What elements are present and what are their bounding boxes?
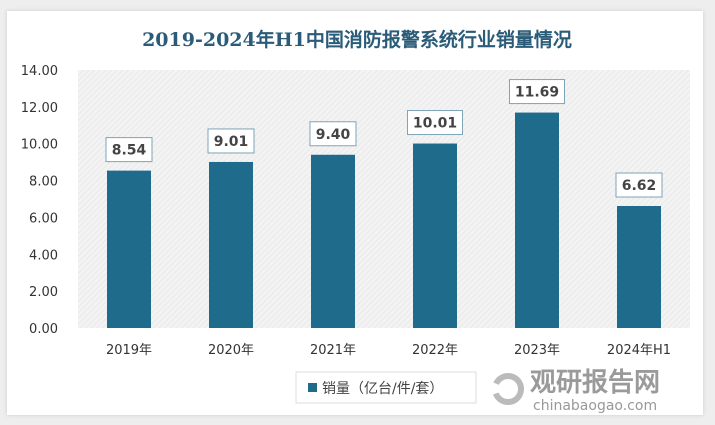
data-label: 6.62 <box>622 178 657 194</box>
y-tick-label: 0.00 <box>29 322 58 337</box>
watermark: 观研报告网 chinabaogao.com <box>492 367 660 414</box>
bar <box>617 206 661 328</box>
y-tick-label: 6.00 <box>29 211 58 226</box>
chart-title: 2019-2024年H1中国消防报警系统行业销量情况 <box>142 28 572 51</box>
watermark-url: chinabaogao.com <box>533 398 657 414</box>
watermark-brand: 观研报告网 <box>530 367 660 398</box>
bar <box>107 170 151 328</box>
data-label-box <box>207 128 255 154</box>
data-label: 10.01 <box>413 116 457 132</box>
data-label-box <box>615 172 663 198</box>
x-tick-label: 2024年H1 <box>607 343 671 358</box>
x-tick-label: 2020年 <box>208 343 254 358</box>
x-tick-label: 2023年 <box>514 343 560 358</box>
legend: 销量（亿台/件/套） <box>295 371 477 404</box>
x-tick-label: 2022年 <box>412 343 458 358</box>
bar <box>413 143 457 328</box>
data-label: 9.01 <box>214 134 249 150</box>
data-label-box <box>309 121 357 147</box>
data-label: 9.40 <box>316 127 351 143</box>
y-tick-label: 10.00 <box>21 138 58 153</box>
x-tick-label: 2021年 <box>310 343 356 358</box>
data-label-box <box>407 110 463 136</box>
data-label-box <box>509 79 565 105</box>
y-tick-label: 14.00 <box>21 64 58 79</box>
watermark-logo-icon <box>492 373 524 405</box>
legend-swatch <box>308 383 317 392</box>
data-label-box <box>105 137 153 163</box>
y-tick-label: 4.00 <box>29 248 58 263</box>
y-tick-label: 2.00 <box>29 285 58 300</box>
bar <box>515 112 559 328</box>
bar <box>311 154 355 328</box>
x-tick-label: 2019年 <box>106 343 152 358</box>
y-tick-label: 8.00 <box>29 175 58 190</box>
legend-label: 销量（亿台/件/套） <box>322 381 443 397</box>
data-label: 11.69 <box>515 85 559 101</box>
plot-area <box>78 70 690 328</box>
bar <box>209 161 253 328</box>
y-tick-label: 12.00 <box>21 101 58 116</box>
data-label: 8.54 <box>112 143 147 159</box>
